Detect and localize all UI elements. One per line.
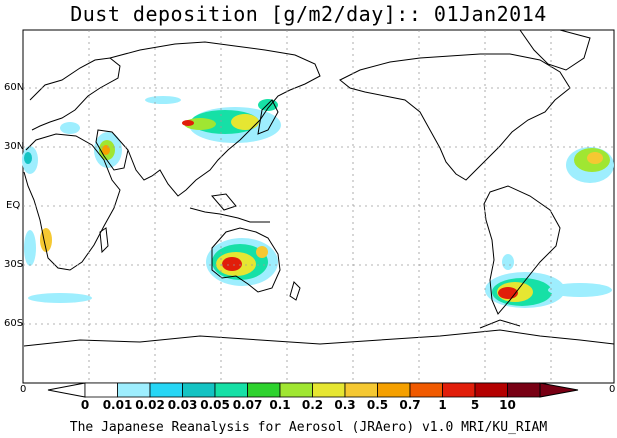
lon-label-right: 0	[609, 384, 616, 395]
colorbar-tick-label: 0.01	[102, 398, 133, 412]
graticule	[23, 30, 614, 383]
colorbar-tick-label: 1	[438, 398, 447, 412]
colorbar-cell	[442, 382, 476, 398]
colorbar-cell	[377, 382, 411, 398]
colorbar-cell	[117, 382, 151, 398]
dust-plumes	[22, 96, 614, 308]
lat-label-60s: 60S	[4, 318, 24, 329]
colorbar-cell	[279, 382, 313, 398]
map-frame	[22, 29, 615, 384]
colorbar-cell	[84, 382, 118, 398]
colorbar-tick-label: 0.03	[167, 398, 198, 412]
colorbar-tick-label: 0.05	[200, 398, 230, 412]
colorbar-tick-label: 0.7	[399, 398, 421, 412]
dust-plume-central-asia	[145, 96, 181, 104]
colorbar-tick-label: 0.2	[301, 398, 324, 412]
footer-credit: The Japanese Reanalysis for Aerosol (JRA…	[69, 420, 548, 435]
map-title: Dust deposition [g/m2/day]:: 01Jan2014	[70, 2, 547, 26]
lon-label-left: 0	[20, 384, 27, 395]
colorbar-tick-label: 0.02	[135, 398, 165, 412]
colorbar-cell	[182, 382, 216, 398]
lat-label-30s: 30S	[4, 259, 24, 270]
lat-label-60n: 60N	[4, 82, 25, 93]
colorbar-cell	[344, 382, 378, 398]
colorbar-cell	[409, 382, 443, 398]
colorbar-tick-label: 0.3	[334, 398, 356, 412]
colorbar-tick-label: 10	[499, 398, 516, 412]
colorbar-tick-label: 5	[470, 398, 480, 412]
coastlines	[23, 29, 615, 347]
colorbar-cell	[214, 382, 248, 398]
colorbar-cell	[312, 382, 346, 398]
dust-plume-south-atlantic	[28, 293, 92, 303]
colorbar-tick-label: 0	[80, 398, 90, 412]
colorbar-tick-label: 0.07	[232, 398, 263, 412]
colorbar-cell	[149, 382, 183, 398]
lat-label-eq: EQ	[6, 200, 21, 211]
lat-label-30n: 30N	[4, 141, 25, 152]
colorbar-upper-arrow	[539, 382, 579, 398]
colorbar-tick-label: 0.5	[366, 398, 389, 412]
colorbar-cell	[247, 382, 281, 398]
colorbar-cell	[507, 382, 541, 398]
colorbar-lower-arrow	[47, 382, 86, 398]
colorbar-tick-label: 0.1	[269, 398, 291, 412]
colorbar-cell	[474, 382, 508, 398]
colorbar	[47, 382, 579, 398]
